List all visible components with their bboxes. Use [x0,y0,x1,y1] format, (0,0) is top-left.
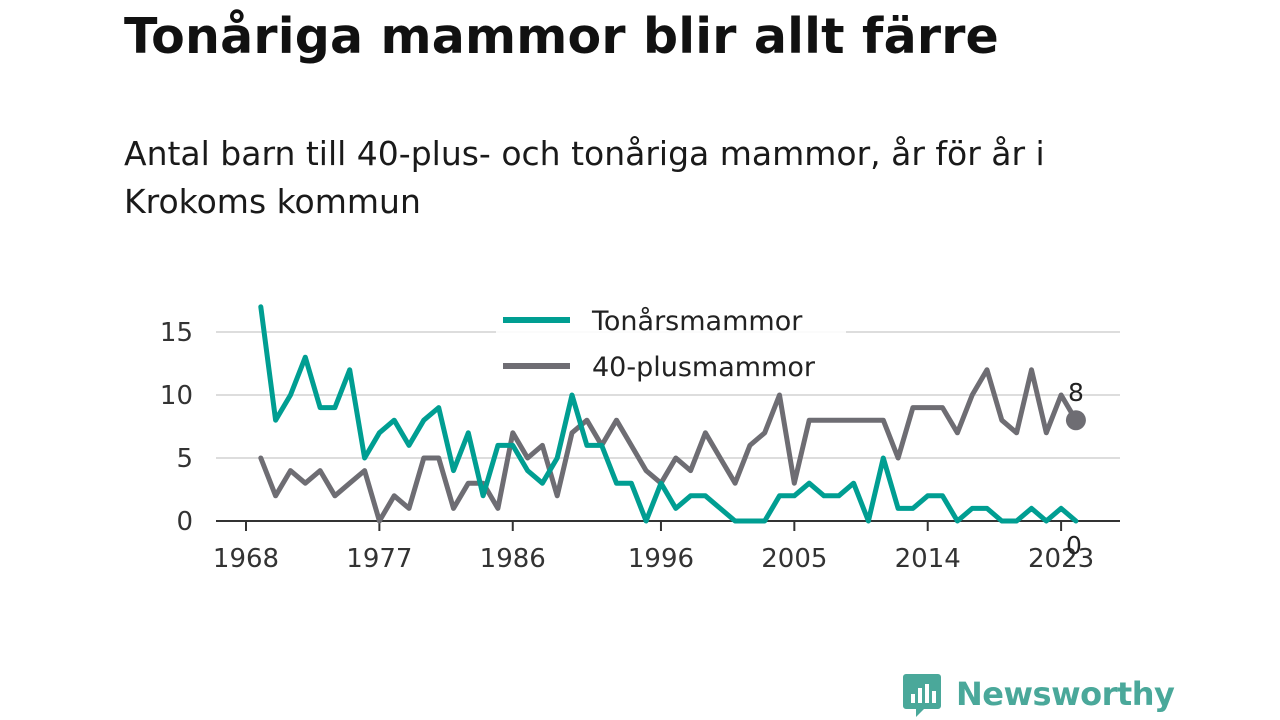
y-tick-label: 5 [176,444,193,474]
series-lines [258,304,1079,524]
y-axis-ticks: 0 5 10 15 [160,318,193,537]
x-tick-label: 2014 [895,544,961,574]
newsworthy-logo[interactable]: Newsworthy [902,670,1175,718]
y-tick-label: 10 [160,381,193,411]
end-marker-40plusmammor [1065,410,1086,431]
brand-name: Newsworthy [956,675,1175,713]
x-tick-label: 2005 [761,544,827,574]
series-line-40plusmammor [258,367,1079,524]
x-tick-label: 1968 [213,544,279,574]
legend-label-tonarsmammor: Tonårsmammor [591,306,803,337]
end-markers: 80 [1065,378,1086,560]
x-tick-label: 1996 [628,544,694,574]
chart-bubble-icon [903,674,941,717]
y-tick-label: 0 [176,507,193,537]
chart-subtitle: Antal barn till 40-plus- och tonåriga ma… [124,134,1045,221]
x-axis-ticks: 1968 1977 1986 1996 2005 2014 2023 [213,521,1094,574]
x-tick-label: 2023 [1028,544,1094,574]
end-label-tonarsmammor: 0 [1066,531,1082,560]
y-tick-label: 15 [160,318,193,348]
legend: Tonårsmammor 40-plusmammor [496,296,846,392]
legend-background [496,296,846,392]
legend-label-40plusmammor: 40-plusmammor [592,352,816,383]
end-label-40plusmammor: 8 [1068,378,1084,407]
x-tick-label: 1986 [480,544,546,574]
series-line-tonarsmammor [258,304,1079,524]
chart-title: Tonåriga mammor blir allt färre [124,8,999,65]
x-tick-label: 1977 [346,544,412,574]
